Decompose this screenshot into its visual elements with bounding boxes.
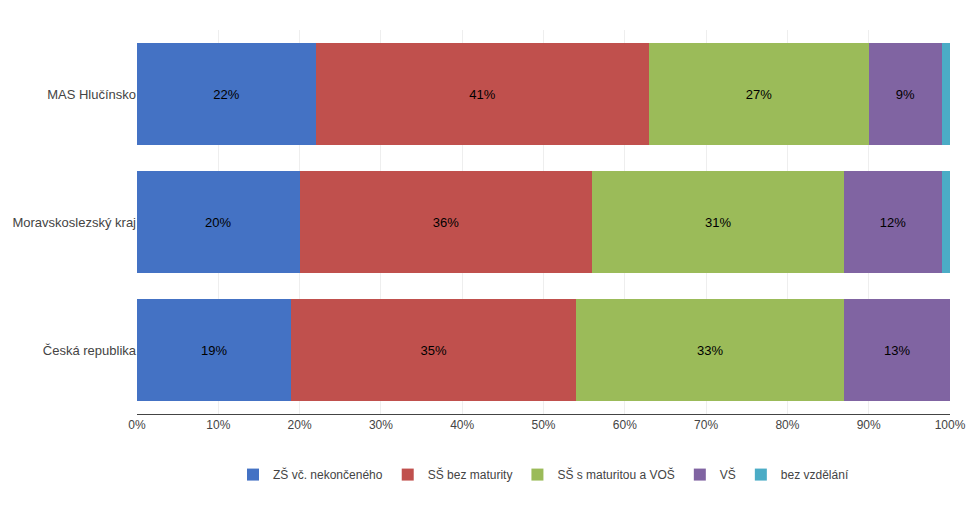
svg-text:70%: 70% xyxy=(694,418,718,432)
svg-text:Česká republika: Česká republika xyxy=(43,343,137,358)
svg-text:100%: 100% xyxy=(935,418,966,432)
svg-text:36%: 36% xyxy=(433,215,459,230)
svg-text:35%: 35% xyxy=(421,343,447,358)
svg-text:27%: 27% xyxy=(746,87,772,102)
svg-text:22%: 22% xyxy=(213,87,239,102)
svg-text:19%: 19% xyxy=(201,343,227,358)
svg-text:bez vzdělání: bez vzdělání xyxy=(781,468,849,482)
svg-text:90%: 90% xyxy=(857,418,881,432)
svg-text:Moravskoslezský kraj: Moravskoslezský kraj xyxy=(12,215,136,230)
svg-text:SŠ bez maturity: SŠ bez maturity xyxy=(428,467,513,482)
svg-text:41%: 41% xyxy=(469,87,495,102)
svg-text:33%: 33% xyxy=(697,343,723,358)
svg-text:20%: 20% xyxy=(288,418,312,432)
svg-text:13%: 13% xyxy=(884,343,910,358)
svg-text:SŠ s maturitou a VOŠ: SŠ s maturitou a VOŠ xyxy=(557,467,674,482)
svg-text:40%: 40% xyxy=(450,418,474,432)
svg-text:60%: 60% xyxy=(613,418,637,432)
svg-text:50%: 50% xyxy=(531,418,555,432)
svg-text:30%: 30% xyxy=(369,418,393,432)
svg-text:ZŠ vč. nekončeného: ZŠ vč. nekončeného xyxy=(273,467,383,482)
svg-text:9%: 9% xyxy=(896,87,915,102)
svg-text:0%: 0% xyxy=(128,418,146,432)
svg-text:10%: 10% xyxy=(206,418,230,432)
svg-text:80%: 80% xyxy=(775,418,799,432)
svg-text:31%: 31% xyxy=(705,215,731,230)
svg-text:12%: 12% xyxy=(880,215,906,230)
svg-text:VŠ: VŠ xyxy=(720,467,736,482)
svg-text:MAS Hlučínsko: MAS Hlučínsko xyxy=(47,87,136,102)
svg-text:20%: 20% xyxy=(205,215,231,230)
